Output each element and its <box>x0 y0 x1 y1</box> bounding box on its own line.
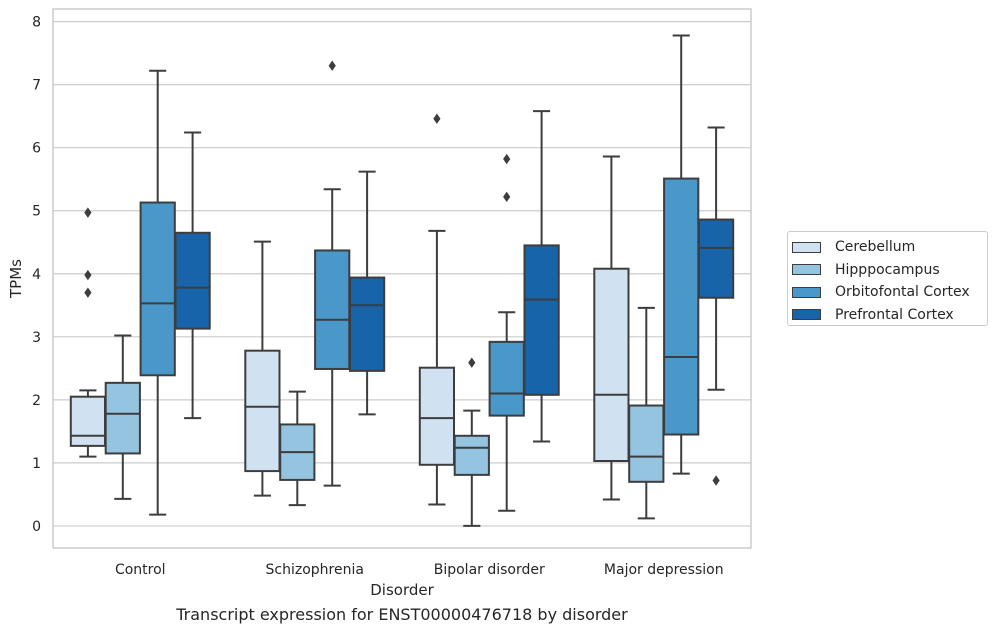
outlier-point <box>712 475 720 486</box>
box-iqr <box>453 434 490 476</box>
legend-label-cerebellum: Cerebellum <box>835 239 916 256</box>
box-3-2 <box>663 34 700 475</box>
box-iqr <box>663 177 700 436</box>
y-tick-label: 1 <box>32 456 41 472</box>
legend-item-cerebellum: Cerebellum <box>792 236 987 259</box>
outlier-point <box>328 60 336 71</box>
legend-item-orbitofrontal: Orbitofontal Cortex <box>792 281 987 304</box>
legend-swatch-prefrontal <box>792 309 821 321</box>
outlier-point <box>433 113 441 124</box>
box-1-0 <box>244 240 281 497</box>
box-3-3 <box>697 126 735 486</box>
box-iqr <box>418 366 456 466</box>
box-iqr <box>523 244 560 396</box>
box-iqr <box>244 349 281 473</box>
legend-item-prefrontal: Prefrontal Cortex <box>792 304 987 327</box>
y-tick-label: 0 <box>32 519 41 535</box>
legend-label-hippocampus: Hipppocampus <box>835 261 940 278</box>
box-iqr <box>314 249 351 370</box>
box-1-1 <box>279 390 316 507</box>
outlier-point <box>84 287 92 298</box>
x-tick-label: Bipolar disorder <box>434 562 545 578</box>
y-tick-label: 6 <box>32 141 41 157</box>
box-0-2 <box>139 69 176 516</box>
box-2-3 <box>523 110 560 443</box>
y-tick-label: 5 <box>32 204 41 220</box>
box-iqr <box>104 381 141 455</box>
x-axis-label: Disorder <box>370 581 434 599</box>
legend: Cerebellum Hipppocampus Orbitofontal Cor… <box>787 231 988 326</box>
box-2-0 <box>418 113 456 506</box>
outlier-point <box>503 191 511 203</box>
outlier-point <box>84 269 92 281</box>
box-0-1 <box>104 334 141 500</box>
chart-title: Transcript expression for ENST0000047671… <box>176 605 628 624</box>
legend-swatch-orbitofrontal <box>792 286 821 298</box>
legend-item-hippocampus: Hipppocampus <box>792 259 987 282</box>
x-tick-label: Major depression <box>604 562 724 578</box>
legend-swatch-cerebellum <box>792 241 821 253</box>
box-3-1 <box>628 306 665 520</box>
outlier-point <box>84 207 92 218</box>
box-0-0 <box>69 207 107 458</box>
box-1-2 <box>314 60 351 487</box>
y-tick-label: 3 <box>32 330 41 346</box>
box-iqr <box>174 231 211 330</box>
y-tick-label: 8 <box>32 15 41 31</box>
x-tick-label: Control <box>115 562 166 578</box>
box-iqr <box>488 340 525 417</box>
box-3-0 <box>593 155 630 501</box>
plot-frame <box>52 8 752 549</box>
box-2-1 <box>453 357 490 527</box>
x-tick-label: Schizophrenia <box>266 562 364 578</box>
box-2-2 <box>488 153 525 512</box>
outlier-point <box>503 153 511 165</box>
box-1-3 <box>348 170 386 416</box>
box-iqr <box>348 276 386 372</box>
y-tick-label: 7 <box>32 78 41 94</box>
outlier-point <box>468 357 476 368</box>
legend-label-orbitofrontal: Orbitofontal Cortex <box>835 284 970 301</box>
y-axis-label: TPMs <box>7 259 25 299</box>
box-iqr <box>139 201 176 377</box>
box-iqr <box>697 218 735 299</box>
box-iqr <box>69 395 107 447</box>
y-tick-label: 2 <box>32 393 41 409</box>
box-iqr <box>628 404 665 483</box>
legend-label-prefrontal: Prefrontal Cortex <box>835 306 954 323</box>
box-0-3 <box>174 131 211 420</box>
legend-swatch-hippocampus <box>792 264 821 276</box>
y-tick-label: 4 <box>32 267 41 283</box>
box-iqr <box>593 267 630 463</box>
